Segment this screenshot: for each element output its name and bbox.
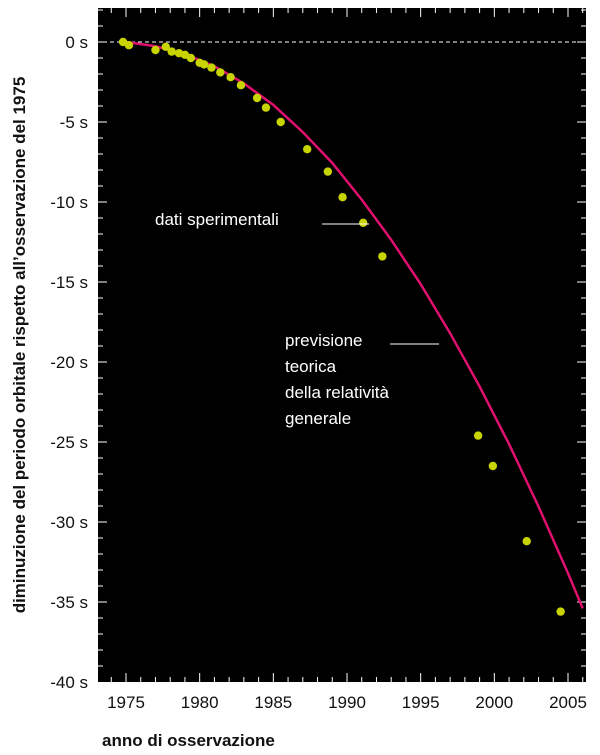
y-tick-label: -25 s xyxy=(50,433,88,452)
y-tick-label: 0 s xyxy=(65,33,88,52)
data-point xyxy=(161,42,170,51)
data-point xyxy=(303,145,312,154)
data-point xyxy=(226,73,235,82)
data-point xyxy=(124,41,134,50)
data-point xyxy=(378,252,387,261)
x-tick-label: 2005 xyxy=(549,693,587,712)
x-tick-label: 1995 xyxy=(402,693,440,712)
x-tick-label: 1975 xyxy=(107,693,145,712)
annotation-previsione-line-4: generale xyxy=(285,409,351,428)
y-tick-label: -40 s xyxy=(50,673,88,692)
y-tick-label: -30 s xyxy=(50,513,88,532)
x-axis-title: anno di osservazione xyxy=(102,731,275,750)
x-axis-ticks: 1975 1980 1985 1990 1995 2000 2005 xyxy=(107,693,587,712)
data-point xyxy=(323,167,333,176)
data-point xyxy=(488,461,498,471)
annotation-dati-sperimentali: dati sperimentali xyxy=(155,210,279,229)
data-point xyxy=(252,93,262,103)
x-tick-label: 1990 xyxy=(328,693,366,712)
y-tick-label: -20 s xyxy=(50,353,88,372)
y-tick-label: -10 s xyxy=(50,193,88,212)
data-point xyxy=(199,60,209,69)
data-point xyxy=(276,117,285,127)
data-point xyxy=(556,607,565,616)
x-tick-label: 2000 xyxy=(475,693,513,712)
minor-ticks xyxy=(98,8,586,682)
data-point xyxy=(359,218,368,227)
annotation-previsione-line-3: della relatività xyxy=(285,383,389,402)
y-axis-ticks: 0 s -5 s -10 s -15 s -20 s -25 s -30 s -35 s -40… xyxy=(50,33,88,692)
x-tick-label: 1985 xyxy=(254,693,292,712)
data-points xyxy=(118,37,565,616)
data-point xyxy=(236,81,246,90)
y-axis-title: diminuzione del periodo orbitale rispett… xyxy=(10,77,29,614)
y-tick-label: -35 s xyxy=(50,593,88,612)
y-tick-label: -5 s xyxy=(60,113,88,132)
y-tick-label: -15 s xyxy=(50,273,88,292)
data-point xyxy=(207,63,216,72)
data-point xyxy=(473,431,483,440)
plot-background xyxy=(98,8,586,682)
data-point xyxy=(338,193,347,202)
data-point xyxy=(151,45,160,55)
data-point xyxy=(186,53,196,63)
annotation-previsione-line-1: previsione xyxy=(285,331,363,350)
x-tick-label: 1980 xyxy=(181,693,219,712)
data-point xyxy=(167,47,176,56)
data-point xyxy=(216,68,225,77)
annotation-previsione-line-2: teorica xyxy=(285,357,337,376)
data-point xyxy=(261,103,271,112)
data-point xyxy=(522,537,531,546)
